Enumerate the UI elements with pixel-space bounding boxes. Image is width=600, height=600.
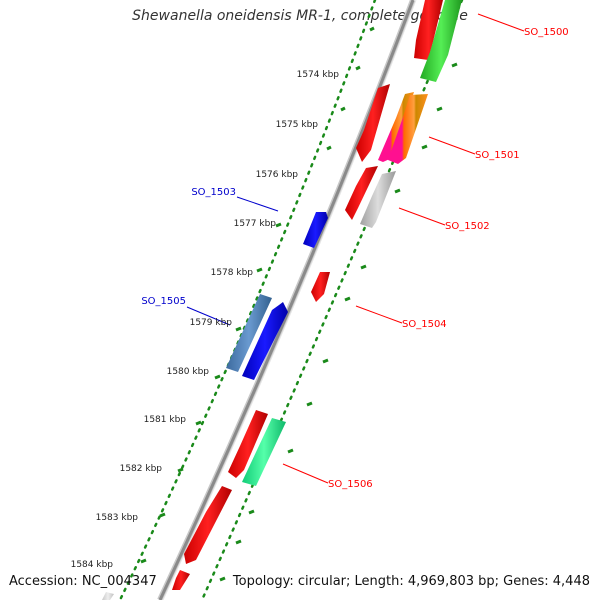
map-title: Shewanella oneidensis MR-1, complete gen…: [132, 8, 468, 24]
gene-label-so-1502[interactable]: SO_1502: [445, 221, 490, 232]
gene-feature[interactable]: [242, 302, 288, 380]
scale-label: 1575 kbp: [276, 120, 319, 130]
gene-feature[interactable]: [378, 92, 414, 162]
topology-summary: Topology: circular; Length: 4,969,803 bp…: [232, 574, 590, 589]
gene-feature[interactable]: [356, 84, 390, 162]
gc-track-right: [200, 0, 464, 600]
scale-label: 1578 kbp: [211, 268, 254, 278]
gene-label-so-1505[interactable]: SO_1505: [141, 296, 186, 307]
scale-label: 1581 kbp: [144, 415, 187, 425]
gene-feature[interactable]: [303, 212, 328, 248]
gene-labels: SO_1500 SO_1501 SO_1502 SO_1503 SO_1504 …: [141, 27, 568, 490]
scale-label: 1583 kbp: [96, 513, 139, 523]
scale-label: 1577 kbp: [234, 219, 277, 229]
scale-label: 1576 kbp: [256, 170, 299, 180]
gene-feature[interactable]: [184, 486, 232, 564]
gene-feature[interactable]: [388, 94, 428, 164]
gene-label-so-1506[interactable]: SO_1506: [328, 479, 373, 490]
gene-feature[interactable]: [311, 272, 330, 302]
gene-feature[interactable]: [102, 592, 114, 600]
gc-track-left: [118, 0, 377, 600]
backbone-highlight: [162, 0, 417, 600]
gene-feature[interactable]: [172, 570, 190, 590]
gene-features: [102, 0, 462, 600]
gene-label-so-1504[interactable]: SO_1504: [402, 319, 447, 330]
gene-feature[interactable]: [345, 166, 378, 220]
gene-label-so-1501[interactable]: SO_1501: [475, 150, 520, 161]
gene-feature[interactable]: [360, 171, 396, 228]
backbone: [158, 0, 415, 600]
gene-label-so-1503[interactable]: SO_1503: [191, 187, 236, 198]
gene-feature[interactable]: [420, 0, 462, 82]
backbone-shadow: [157, 0, 416, 600]
scale-label: 1580 kbp: [167, 367, 210, 377]
scale-label: 1574 kbp: [297, 70, 340, 80]
scale-label: 1579 kbp: [190, 318, 233, 328]
label-leaders: [186, 13, 525, 484]
gene-feature[interactable]: [414, 0, 443, 60]
gene-feature[interactable]: [228, 410, 268, 478]
gene-feature[interactable]: [242, 418, 286, 486]
gene-feature[interactable]: [226, 294, 272, 372]
scale-labels: 1574 kbp 1575 kbp 1576 kbp 1577 kbp 1578…: [71, 70, 340, 570]
accession-text: Accession: NC_004347: [9, 574, 157, 589]
scale-label: 1584 kbp: [71, 560, 114, 570]
gc-dashes: [140, 26, 458, 582]
gene-label-so-1500[interactable]: SO_1500: [524, 27, 569, 38]
scale-label: 1582 kbp: [120, 464, 163, 474]
